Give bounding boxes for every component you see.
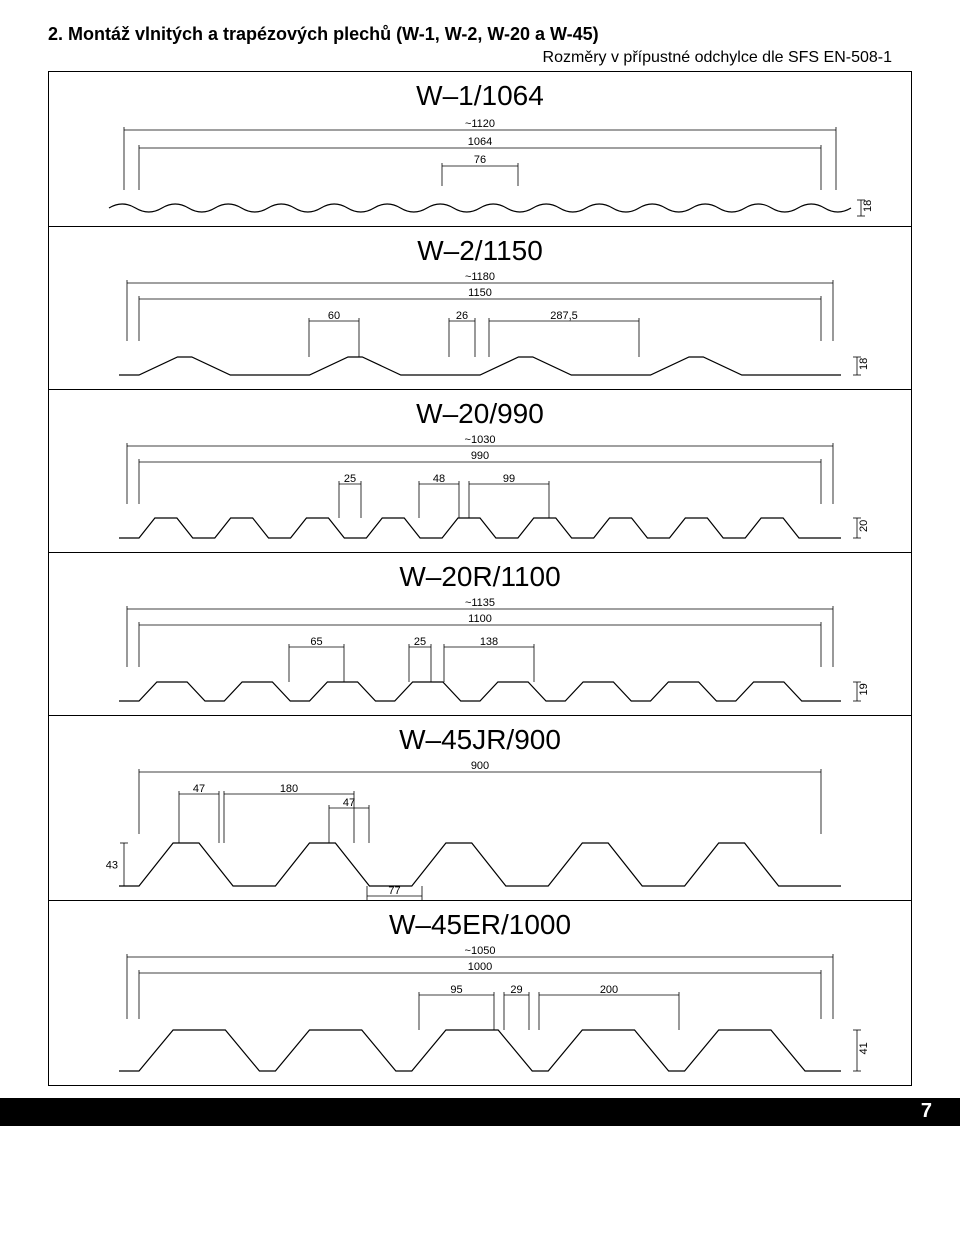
svg-text:1064: 1064: [468, 136, 492, 148]
svg-text:287,5: 287,5: [550, 310, 578, 322]
profile-drawing: ~1050 1000 95 29 200 41: [49, 945, 911, 1085]
section-subheading: Rozměry v přípustné odchylce dle SFS EN-…: [48, 49, 912, 67]
profile-title: W–20R/1100: [49, 561, 911, 593]
profile-panel: W–1/1064 ~1120 1064 76 18: [49, 72, 911, 227]
svg-text:180: 180: [280, 783, 298, 795]
page-number: 7: [921, 1100, 932, 1123]
svg-text:200: 200: [600, 984, 618, 996]
svg-text:77: 77: [388, 885, 400, 897]
svg-text:19: 19: [858, 683, 870, 695]
profile-drawing: ~1120 1064 76 18: [49, 116, 911, 226]
profile-drawing: 900 47 180 47 43 77: [49, 760, 911, 900]
profile-panel: W–20R/1100 ~1135 1100 65 25 138 19: [49, 553, 911, 716]
svg-text:~1180: ~1180: [465, 271, 495, 283]
profile-drawing: ~1180 1150 60 26 287,5 18: [49, 271, 911, 389]
svg-text:47: 47: [193, 783, 205, 795]
profile-panel: W–45JR/900 900 47 180 47 43 77: [49, 716, 911, 901]
svg-text:18: 18: [862, 200, 874, 212]
svg-text:~1030: ~1030: [465, 434, 496, 446]
svg-text:76: 76: [474, 154, 486, 166]
profile-title: W–1/1064: [49, 80, 911, 112]
svg-text:~1050: ~1050: [465, 945, 496, 957]
svg-text:41: 41: [858, 1042, 870, 1054]
svg-text:47: 47: [343, 797, 355, 809]
svg-text:1100: 1100: [468, 613, 492, 625]
profile-title: W–2/1150: [49, 235, 911, 267]
svg-text:25: 25: [414, 636, 426, 648]
svg-text:138: 138: [480, 636, 498, 648]
svg-text:~1120: ~1120: [465, 118, 495, 130]
svg-text:990: 990: [471, 450, 489, 462]
profile-panel: W–20/990 ~1030 990 25 48 99 20: [49, 390, 911, 553]
svg-text:18: 18: [858, 358, 870, 370]
section-heading: 2. Montáž vlnitých a trapézových plechů …: [48, 24, 912, 45]
svg-text:60: 60: [328, 310, 340, 322]
profile-drawing: ~1030 990 25 48 99 20: [49, 434, 911, 552]
profile-title: W–20/990: [49, 398, 911, 430]
svg-text:~1135: ~1135: [465, 597, 495, 609]
svg-text:20: 20: [858, 520, 870, 532]
page-footer: 7: [0, 1098, 960, 1126]
profile-drawing: ~1135 1100 65 25 138 19: [49, 597, 911, 715]
svg-text:26: 26: [456, 310, 468, 322]
svg-text:65: 65: [310, 636, 322, 648]
svg-text:43: 43: [106, 860, 118, 872]
profile-title: W–45JR/900: [49, 724, 911, 756]
profile-panels: W–1/1064 ~1120 1064 76 18 W–2/1150 ~1180 1150 60…: [48, 71, 912, 1086]
svg-text:29: 29: [510, 984, 522, 996]
svg-text:99: 99: [503, 473, 515, 485]
profile-panel: W–2/1150 ~1180 1150 60 26 287,5 18: [49, 227, 911, 390]
svg-text:95: 95: [450, 984, 462, 996]
profile-title: W–45ER/1000: [49, 909, 911, 941]
svg-text:25: 25: [344, 473, 356, 485]
svg-text:1000: 1000: [468, 961, 492, 973]
svg-text:1150: 1150: [468, 287, 492, 299]
svg-text:900: 900: [471, 760, 489, 772]
svg-text:48: 48: [433, 473, 445, 485]
document-page: 2. Montáž vlnitých a trapézových plechů …: [0, 0, 960, 1086]
profile-panel: W–45ER/1000 ~1050 1000 95 29 200 41: [49, 901, 911, 1085]
